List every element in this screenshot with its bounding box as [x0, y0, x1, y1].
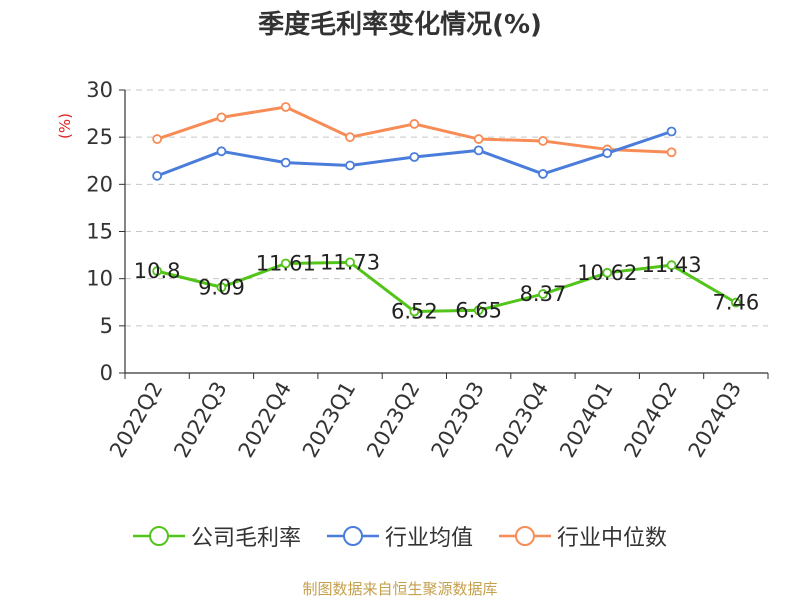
data-point: [216, 146, 227, 157]
data-point: [473, 134, 484, 144]
data-point: [216, 282, 227, 293]
chart-title: 季度毛利率变化情况(%): [258, 10, 542, 40]
legend: 公司毛利率 行业均值 行业中位数: [0, 520, 800, 552]
y-tick-label: 25: [86, 125, 113, 149]
data-point: [280, 157, 291, 168]
x-tick-label: 2024Q3: [684, 378, 746, 462]
data-point: [666, 260, 677, 271]
grid-layer: [125, 89, 768, 327]
data-point: [473, 145, 484, 156]
y-tick-label: 0: [100, 361, 113, 385]
data-label: 7.46: [712, 291, 759, 315]
x-tick-label: 2022Q3: [169, 378, 231, 462]
legend-item[interactable]: 公司毛利率: [132, 520, 301, 552]
x-tick-label: 2023Q2: [362, 378, 424, 462]
label-layer: 10.8 9.09 11.61 11.73 6.52 6.65 8.37 10.62 11.43…: [134, 250, 759, 323]
data-point: [666, 147, 677, 158]
y-tick-label: 20: [86, 172, 113, 196]
y-tick-label: 10: [86, 267, 113, 291]
data-point: [602, 267, 613, 278]
y-tick-label: 5: [100, 314, 113, 338]
data-label: 9.09: [198, 275, 245, 299]
data-point: [538, 169, 548, 179]
data-point: [473, 305, 484, 316]
y-tick-label: 15: [86, 220, 113, 244]
data-point: [602, 148, 613, 159]
data-label: 11.73: [320, 250, 380, 274]
x-tick-label: 2024Q2: [619, 378, 681, 462]
legend-circle: [342, 526, 363, 546]
legend-item[interactable]: 行业均值: [326, 520, 473, 552]
data-point: [152, 266, 163, 277]
legend-circle: [515, 526, 535, 546]
x-tick-label: 2023Q4: [491, 378, 553, 462]
series-line: [156, 260, 737, 313]
data-point: [345, 160, 355, 171]
data-point: [345, 132, 355, 143]
legend-label: 公司毛利率: [190, 526, 301, 551]
data-point: [280, 258, 291, 269]
y-axis-label: (%): [56, 113, 74, 139]
x-tick-label: 2024Q1: [555, 378, 617, 462]
legend-marker-icon: [499, 526, 551, 546]
legend-label: 行业均值: [384, 526, 473, 551]
series-line: [156, 105, 672, 154]
data-point: [730, 297, 741, 308]
data-point: [280, 102, 291, 112]
series-layer: [152, 102, 741, 317]
x-tick-label: 2023Q3: [427, 378, 489, 462]
x-tick-label: 2022Q2: [105, 378, 167, 462]
data-label: 6.52: [391, 299, 438, 323]
data-label: 10.8: [134, 259, 181, 283]
data-point: [345, 257, 355, 268]
data-point: [152, 170, 163, 181]
data-label: 10.62: [577, 261, 637, 285]
data-point: [152, 134, 163, 144]
source-note: 制图数据来自恒生聚源数据库: [302, 580, 498, 598]
data-label: 6.65: [455, 298, 502, 322]
x-tick-label: 2023Q1: [298, 378, 360, 462]
data-label: 11.61: [256, 251, 316, 275]
legend-marker-icon: [326, 526, 379, 546]
y-tick-label: 30: [86, 78, 113, 102]
data-point: [538, 289, 548, 299]
data-point: [409, 306, 420, 317]
data-point: [216, 112, 227, 123]
data-point: [409, 119, 420, 129]
x-tick-label: 2022Q4: [234, 378, 296, 462]
data-label: 11.43: [641, 253, 701, 277]
data-point: [409, 152, 420, 162]
legend-circle: [148, 526, 169, 546]
legend-label: 行业中位数: [557, 526, 668, 551]
data-label: 8.37: [520, 282, 567, 306]
legend-marker-icon: [132, 526, 185, 546]
legend-item[interactable]: 行业中位数: [499, 520, 667, 552]
data-point: [538, 136, 548, 146]
data-point: [666, 126, 677, 137]
